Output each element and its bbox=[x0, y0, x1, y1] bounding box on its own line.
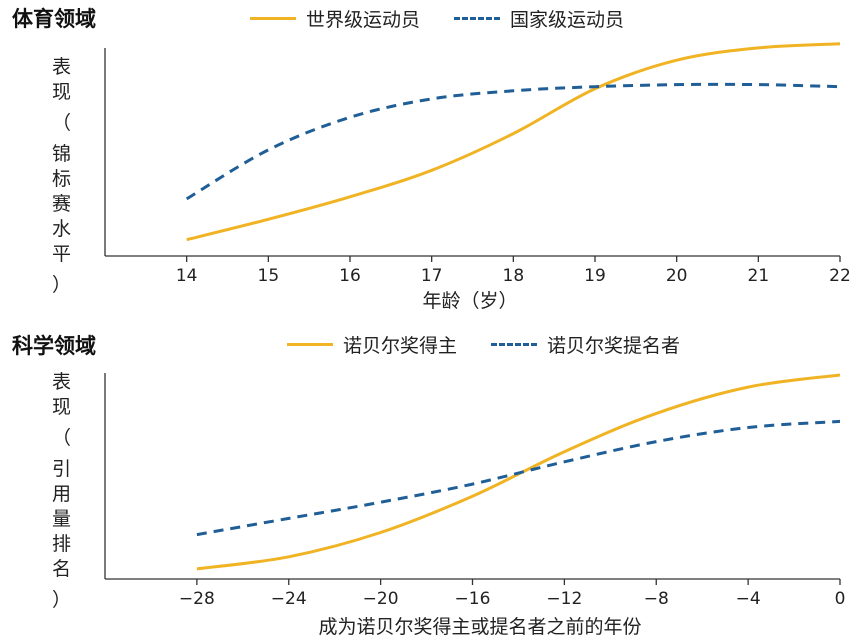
sports-x-axis-label: 年龄（岁） bbox=[422, 290, 518, 312]
y-axis-label-char: 量 bbox=[52, 508, 72, 530]
legend-swatch-solid bbox=[250, 17, 296, 20]
y-axis-label-char: 排 bbox=[52, 533, 72, 555]
x-tick-label: −16 bbox=[455, 589, 491, 609]
y-axis-label-char: ） bbox=[52, 274, 72, 296]
x-tick-label: −24 bbox=[271, 589, 307, 609]
legend-item-national-athlete: 国家级运动员 bbox=[454, 5, 624, 32]
x-tick-label: −12 bbox=[546, 589, 582, 609]
legend-item-world-athlete: 世界级运动员 bbox=[250, 5, 420, 32]
x-tick-label: 22 bbox=[829, 266, 851, 286]
science-panel-title: 科学领域 bbox=[12, 334, 96, 358]
legend-swatch-dashed bbox=[491, 343, 538, 346]
y-axis-label-char: （ bbox=[52, 427, 72, 449]
y-axis-label-char: 现 bbox=[52, 81, 72, 103]
x-tick-label: 15 bbox=[258, 266, 280, 286]
legend-item-nobel-nominee: 诺贝尔奖提名者 bbox=[491, 331, 680, 358]
y-axis-label-char: 名 bbox=[52, 558, 72, 580]
x-tick-label: 21 bbox=[748, 266, 770, 286]
sports-panel-title: 体育领域 bbox=[12, 7, 96, 31]
legend-label: 世界级运动员 bbox=[306, 9, 421, 31]
y-axis-label-char: 平 bbox=[52, 243, 72, 265]
sports-y-axis-label: 表现 （ 锦标赛水平 ） bbox=[52, 55, 71, 304]
y-axis-label-char: ） bbox=[52, 589, 72, 611]
y-axis-label-char: 水 bbox=[52, 218, 72, 240]
legend-swatch-dashed bbox=[454, 17, 501, 20]
legend-label: 国家级运动员 bbox=[510, 9, 625, 31]
x-tick-label: 0 bbox=[835, 589, 846, 609]
x-tick-label: 17 bbox=[421, 266, 443, 286]
x-tick-label: −4 bbox=[736, 589, 761, 609]
series-line-solid bbox=[186, 42, 841, 242]
y-axis-label-char: （ bbox=[52, 112, 72, 134]
y-axis-label-char: 赛 bbox=[52, 193, 72, 215]
x-tick-label: −8 bbox=[644, 589, 669, 609]
y-axis-label-char: 引 bbox=[52, 458, 72, 480]
x-tick-label: 14 bbox=[176, 266, 198, 286]
x-tick-label: −28 bbox=[179, 589, 215, 609]
legend-item-nobel-laureate: 诺贝尔奖得主 bbox=[287, 331, 457, 358]
x-tick-label: 20 bbox=[666, 266, 688, 286]
science-legend: 诺贝尔奖得主 诺贝尔奖提名者 bbox=[287, 331, 714, 358]
y-axis-label-char: 表 bbox=[52, 56, 72, 78]
x-tick-label: 19 bbox=[584, 266, 606, 286]
science-y-axis-label: 表现 （ 引用量排名 ） bbox=[52, 370, 71, 619]
x-tick-label: −20 bbox=[363, 589, 399, 609]
sports-legend: 世界级运动员 国家级运动员 bbox=[250, 5, 658, 32]
x-tick-label: 18 bbox=[503, 266, 525, 286]
science-x-axis-label: 成为诺贝尔奖得主或提名者之前的年份 bbox=[318, 616, 642, 638]
x-tick-label: 16 bbox=[339, 266, 361, 286]
legend-label: 诺贝尔奖提名者 bbox=[547, 335, 681, 357]
legend-swatch-solid bbox=[287, 343, 333, 346]
y-axis-label-char: 表 bbox=[52, 371, 72, 393]
y-axis-label-char: 标 bbox=[52, 168, 72, 190]
series-line-dashed bbox=[185, 82, 841, 201]
legend-label: 诺贝尔奖得主 bbox=[343, 335, 458, 357]
series-line-dashed bbox=[196, 419, 841, 537]
y-axis-label-char: 现 bbox=[52, 396, 72, 418]
y-axis-label-char: 锦 bbox=[52, 143, 72, 165]
y-axis-label-char: 用 bbox=[52, 483, 72, 505]
